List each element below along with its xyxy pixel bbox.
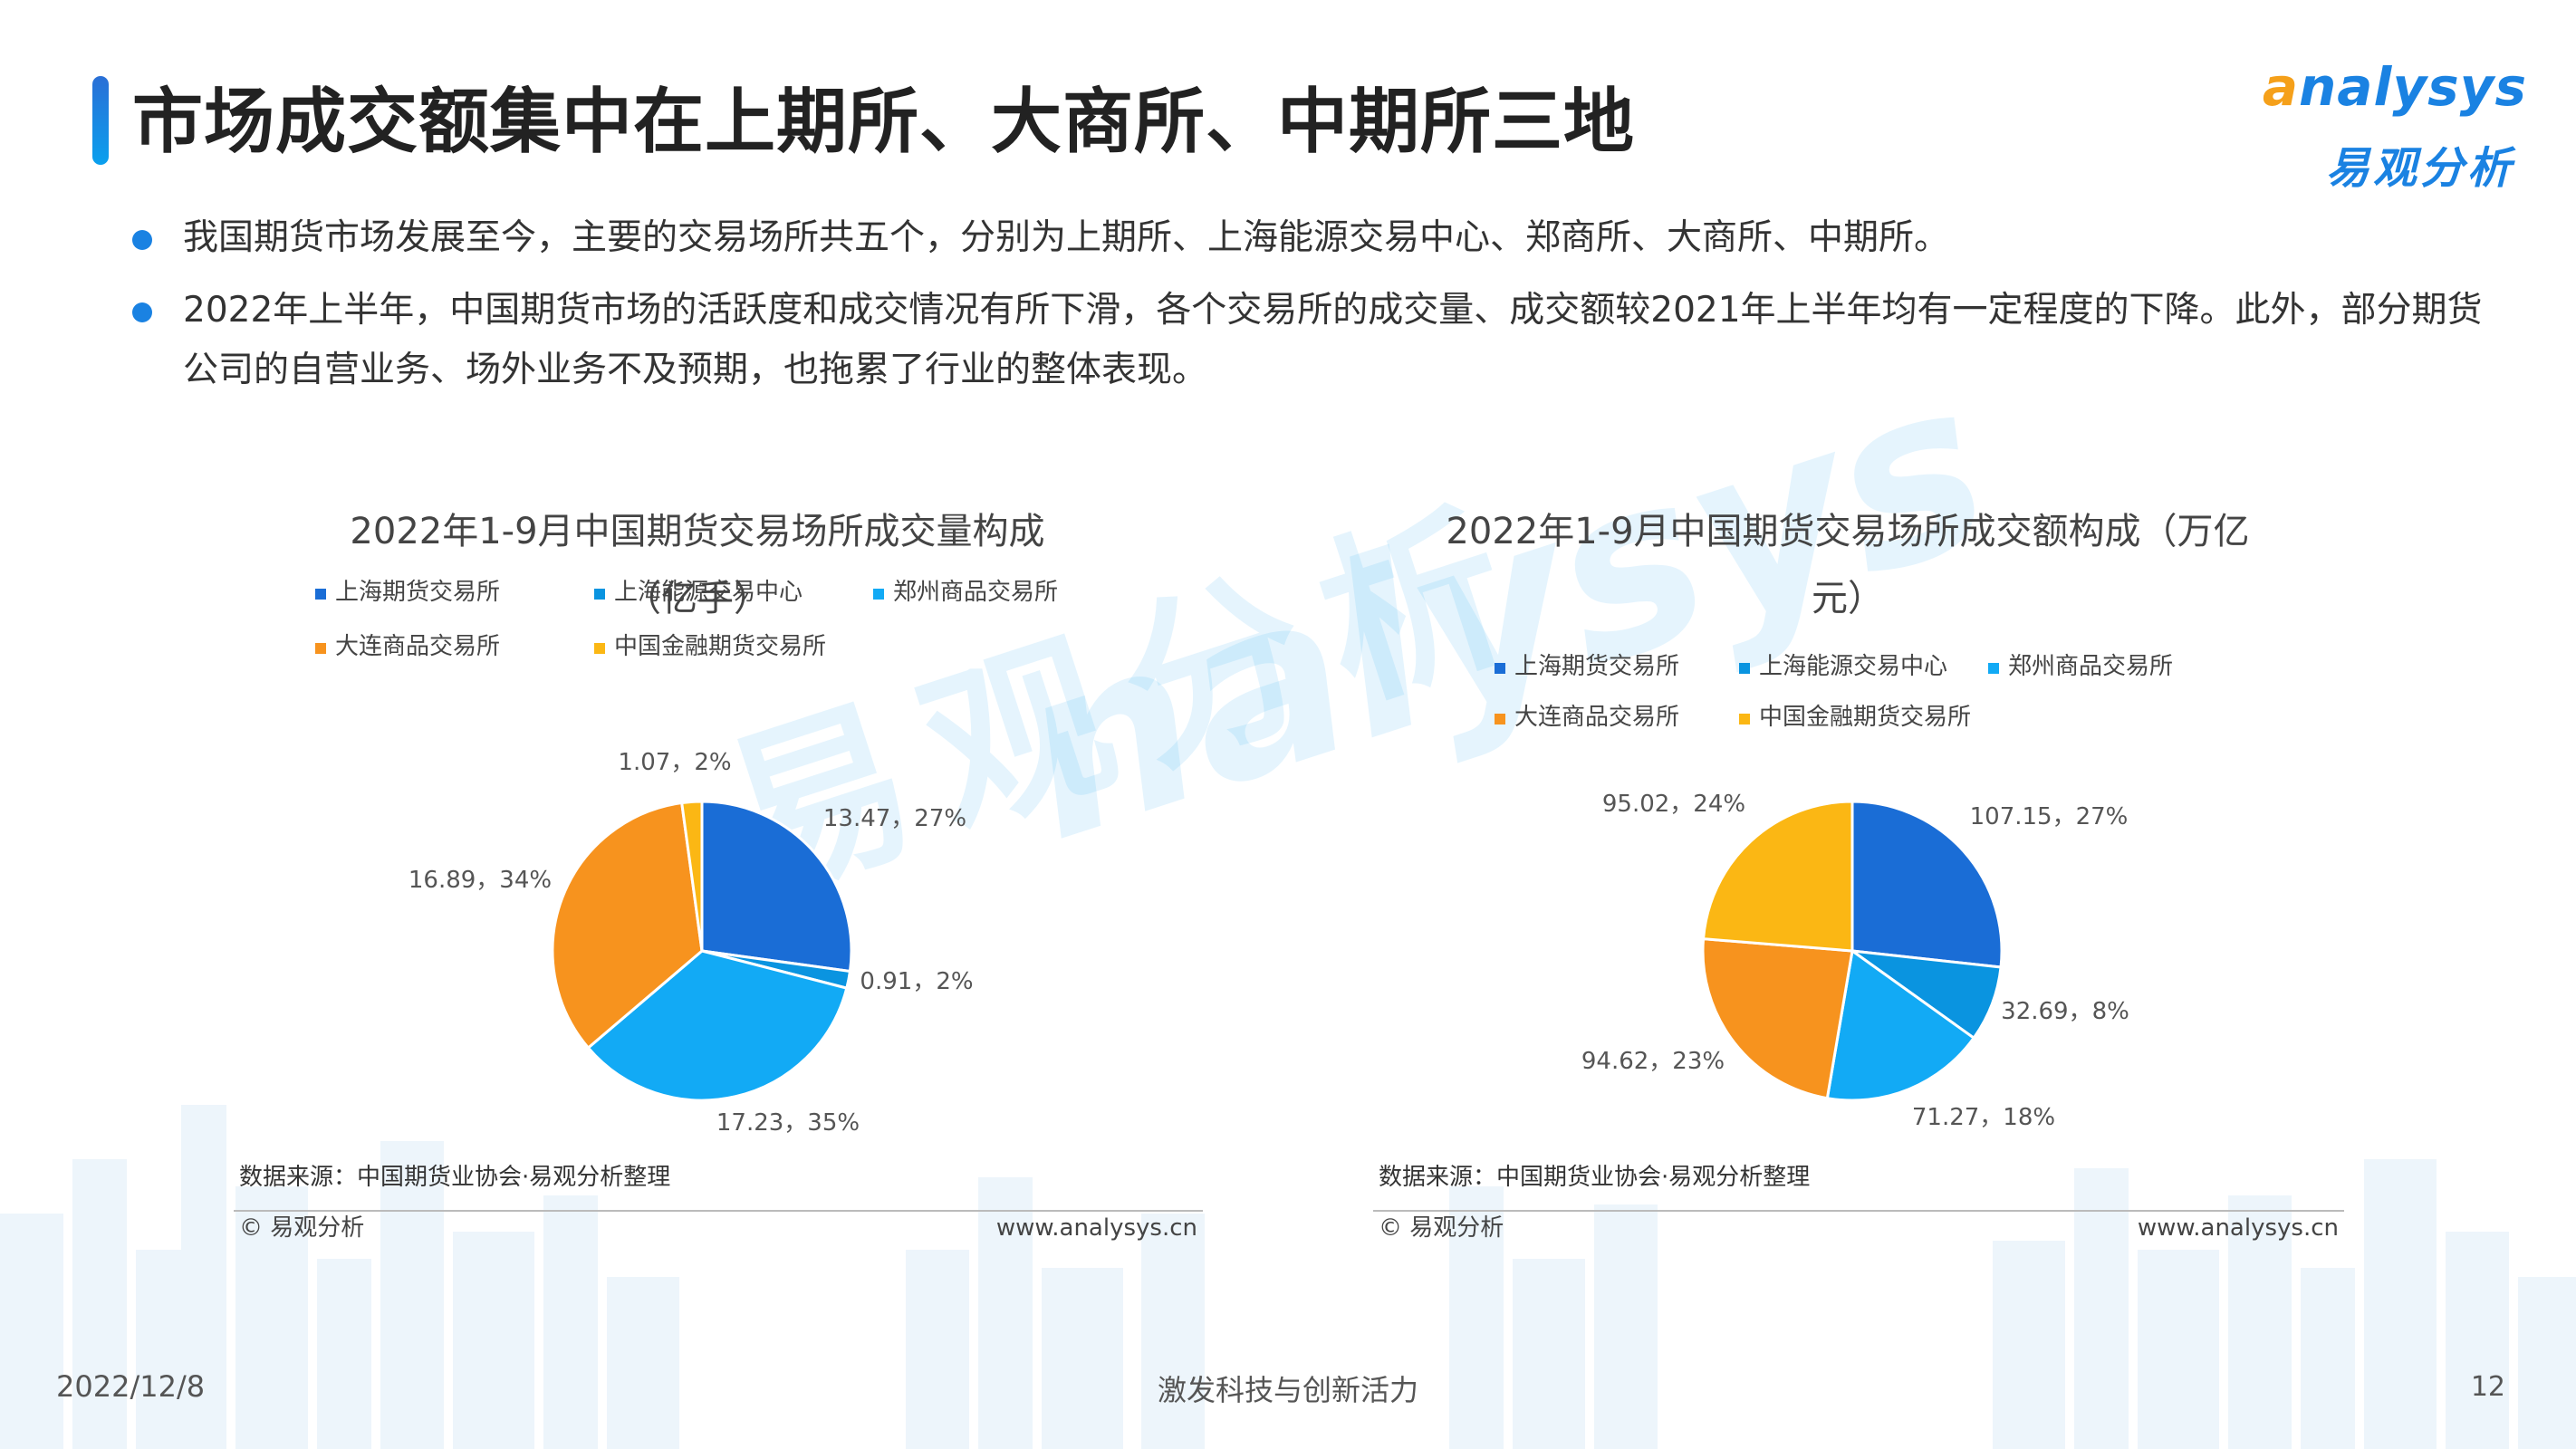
legend-label: 大连商品交易所	[1514, 704, 1679, 731]
copyright-text: © 易观分析	[239, 1214, 364, 1242]
bullet-item: 2022年上半年，中国期货市场的活跃度和成交情况有所下滑，各个交易所的成交量、成…	[132, 281, 2487, 400]
logo-mark: a	[2262, 56, 2300, 118]
website-text: www.analysys.cn	[2138, 1214, 2339, 1242]
legend-swatch	[315, 589, 326, 600]
pie-slice	[1850, 800, 2004, 969]
pie-slice	[1701, 800, 1854, 953]
legend-label: 郑州商品交易所	[893, 579, 1058, 606]
chart-title-line: 元）	[1812, 578, 1884, 619]
page-title: 市场成交额集中在上期所、大商所、中期所三地	[132, 82, 1636, 163]
data-label: 17.23，35%	[716, 1109, 860, 1137]
data-label: 1.07，2%	[618, 749, 731, 776]
legend-swatch	[1739, 714, 1750, 724]
analysys-logo: analysys 易观分析	[2262, 56, 2527, 194]
skyline-background	[0, 1105, 2576, 1449]
legend-swatch	[315, 643, 326, 654]
title-accent-bar	[92, 76, 109, 165]
chart-title-line: 2022年1-9月中国期货交易场所成交量构成	[350, 511, 1044, 552]
bullet-text: 2022年上半年，中国期货市场的活跃度和成交情况有所下滑，各个交易所的成交量、成…	[183, 290, 2483, 390]
pie-slice	[551, 801, 704, 1051]
bullet-list: 我国期货市场发展至今，主要的交易场所共五个，分别为上期所、上海能源交易中心、郑商…	[132, 208, 2487, 400]
data-label: 32.69，8%	[2001, 998, 2129, 1025]
legend-swatch	[1495, 663, 1505, 674]
chart-title-line: （亿手）	[625, 578, 770, 619]
bullet-text: 我国期货市场发展至今，主要的交易场所共五个，分别为上期所、上海能源交易中心、郑商…	[183, 217, 1950, 258]
pie-slice	[1825, 948, 1976, 1102]
footer-slogan: 激发科技与创新活力	[1157, 1373, 1418, 1407]
bullet-dot-icon	[132, 302, 152, 322]
bullet-dot-icon	[132, 230, 152, 250]
pie-slice	[1701, 937, 1854, 1100]
source-note: 数据来源：中国期货业协会·易观分析整理	[1379, 1164, 1810, 1191]
logo-zh-text: 易观分析	[2325, 143, 2514, 194]
legend-swatch	[1739, 663, 1750, 674]
source-note: 数据来源：中国期货业协会·易观分析整理	[239, 1164, 670, 1191]
pie-slice	[700, 800, 853, 974]
data-label: 0.91，2%	[860, 968, 973, 995]
copyright-text: © 易观分析	[1379, 1214, 1504, 1242]
data-label: 13.47，27%	[823, 805, 966, 832]
legend-swatch	[594, 589, 605, 600]
legend-label: 中国金融期货交易所	[614, 633, 826, 660]
data-label: 95.02，24%	[1602, 791, 1745, 818]
legend-swatch	[873, 589, 884, 600]
footer-date: 2022/12/8	[56, 1369, 206, 1404]
data-label: 107.15，27%	[1970, 803, 2129, 830]
legend-label: 郑州商品交易所	[2008, 653, 2173, 680]
bullet-item: 我国期货市场发展至今，主要的交易场所共五个，分别为上期所、上海能源交易中心、郑商…	[132, 208, 2487, 268]
legend-swatch	[1495, 714, 1505, 724]
logo-en-text: nalysys	[2299, 56, 2527, 118]
legend-label: 上海期货交易所	[1514, 653, 1679, 680]
legend-label: 上海期货交易所	[335, 579, 500, 606]
legend-label: 大连商品交易所	[335, 633, 500, 660]
data-label: 94.62，23%	[1581, 1048, 1725, 1075]
legend-swatch	[594, 643, 605, 654]
legend-swatch	[1988, 663, 1999, 674]
legend-label: 上海能源交易中心	[1759, 653, 1947, 680]
data-label: 71.27，18%	[1912, 1104, 2055, 1131]
legend-label: 上海能源交易中心	[614, 579, 803, 606]
pie-slice	[680, 800, 704, 952]
chart-title-line: 2022年1-9月中国期货交易场所成交额构成（万亿	[1446, 511, 2249, 552]
legend-label: 中国金融期货交易所	[1759, 704, 1971, 731]
pie-slice	[586, 949, 849, 1102]
website-text: www.analysys.cn	[996, 1214, 1197, 1242]
data-label: 16.89，34%	[409, 867, 552, 894]
page-number: 12	[2470, 1371, 2505, 1403]
